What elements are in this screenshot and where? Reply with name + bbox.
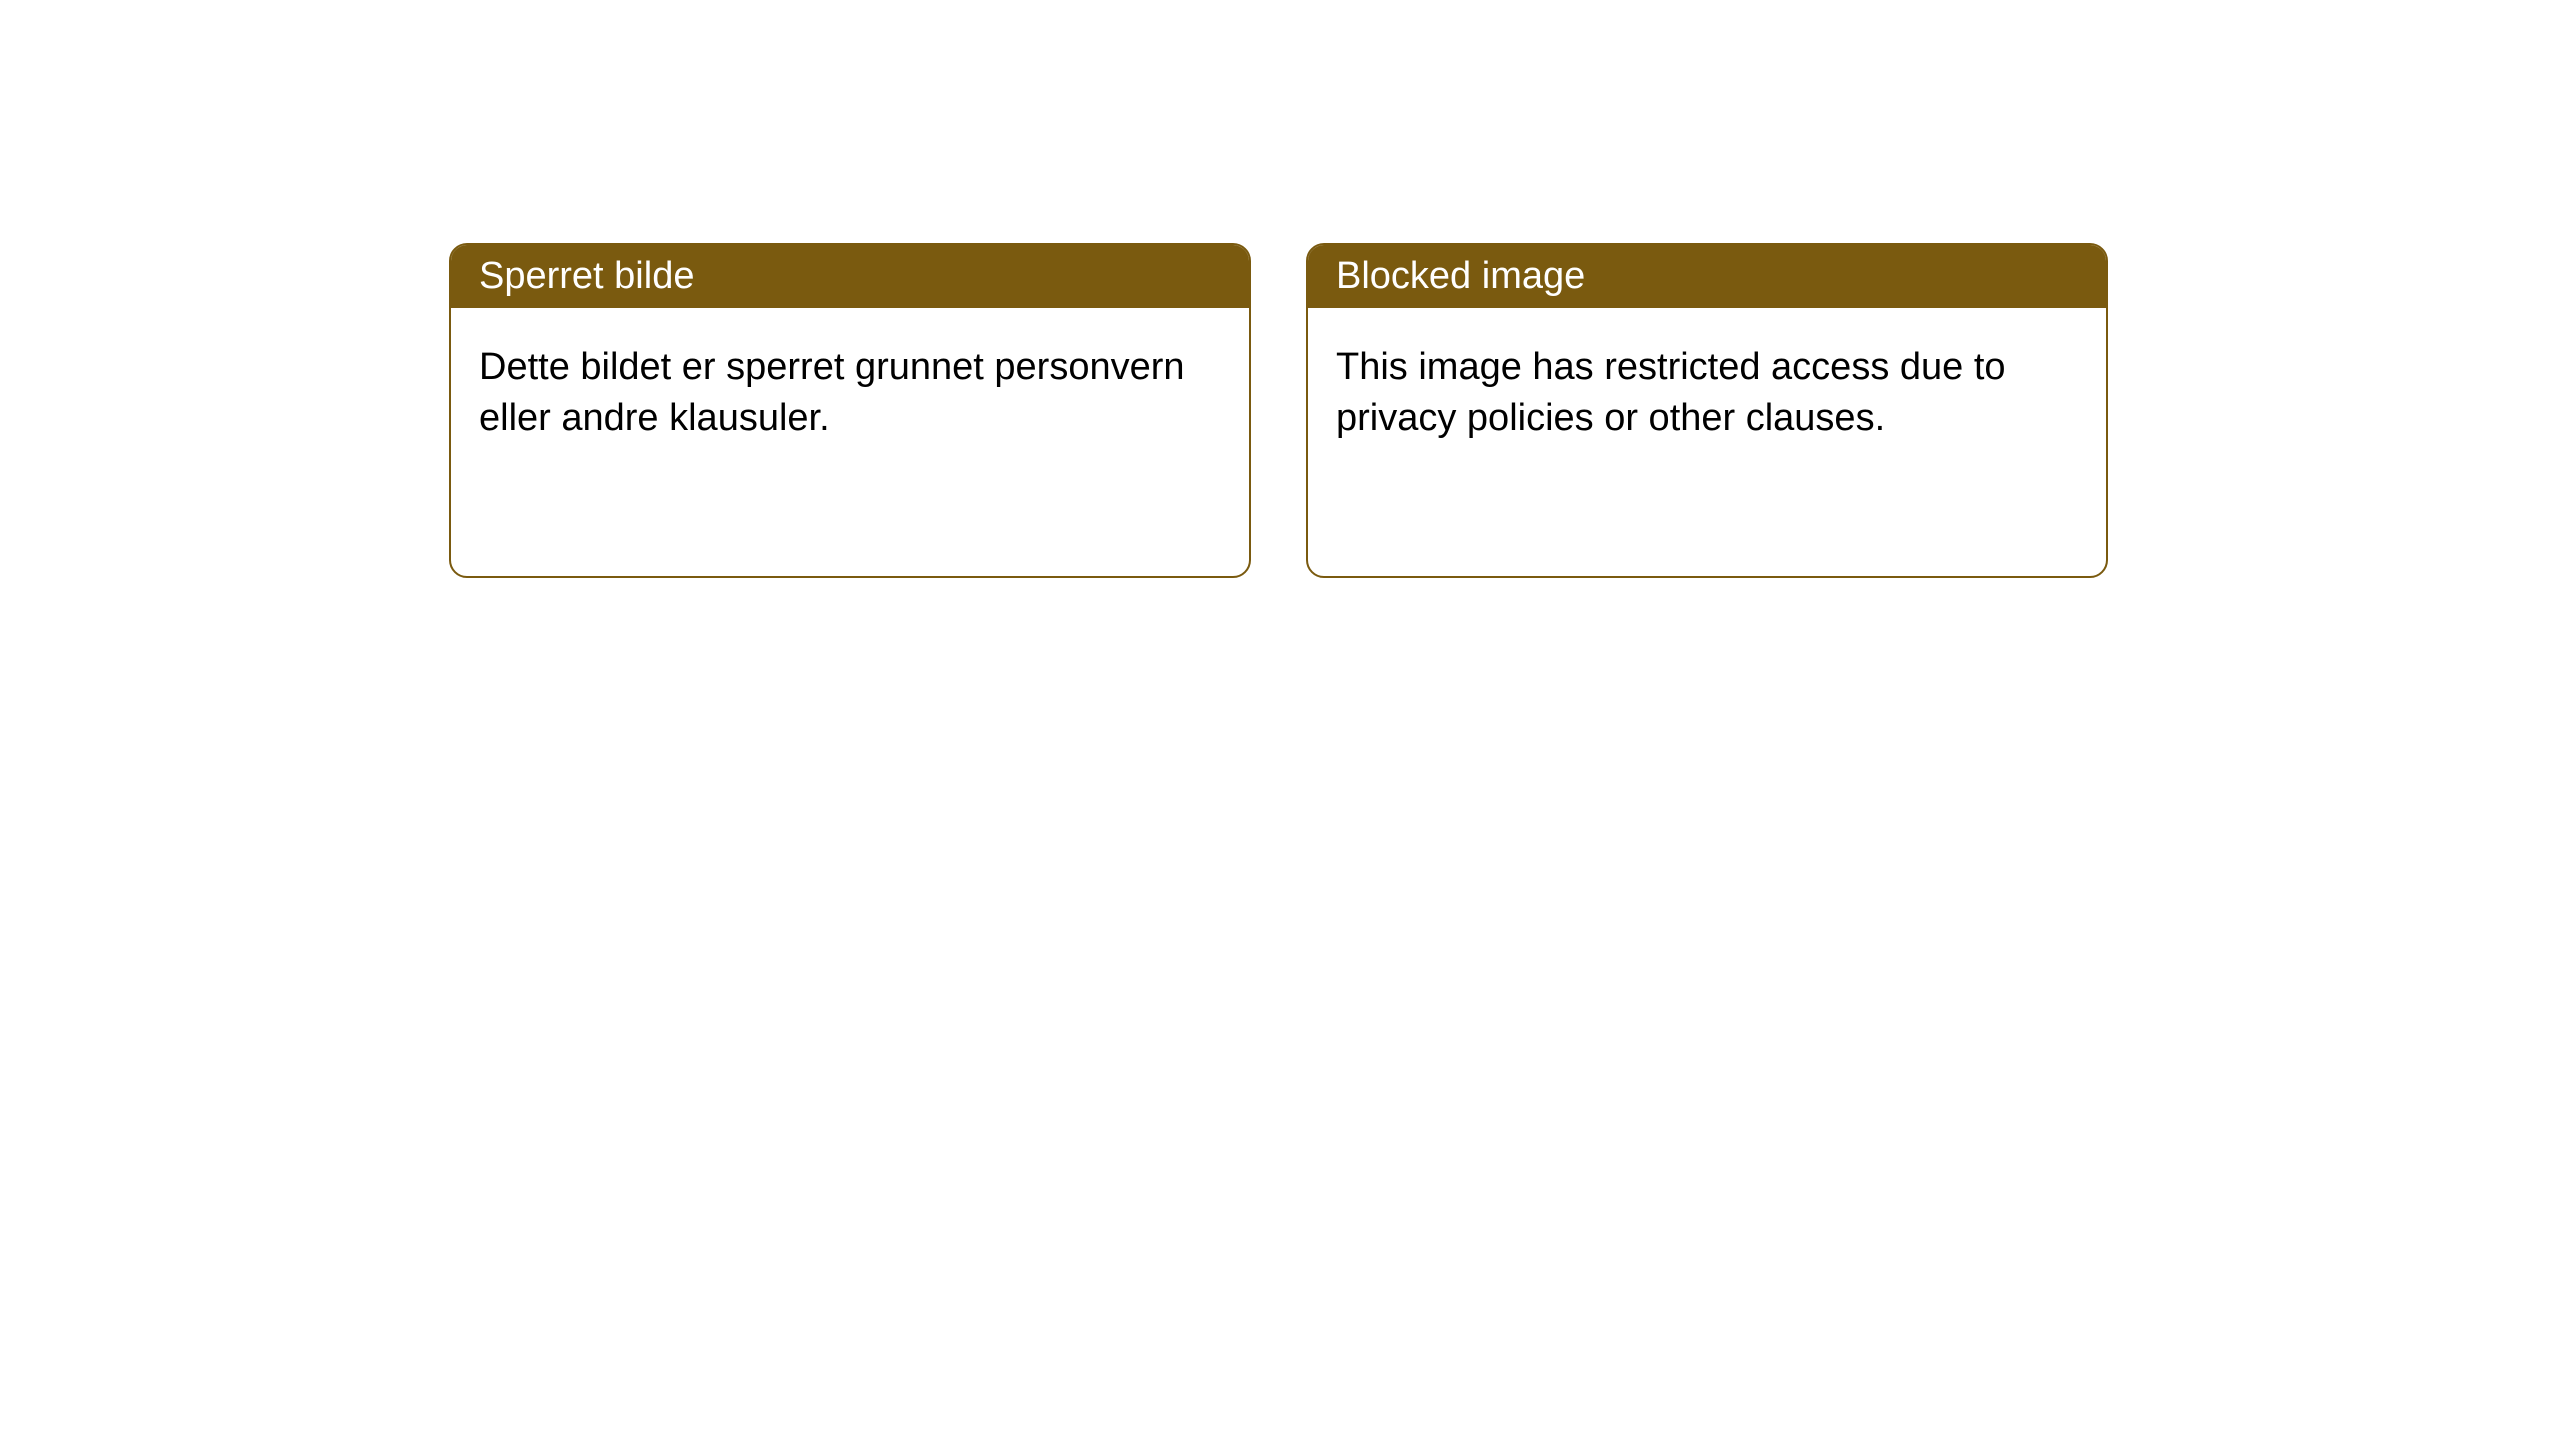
notice-card-norwegian: Sperret bilde Dette bildet er sperret gr… [449, 243, 1251, 578]
card-header: Blocked image [1308, 245, 2106, 308]
card-body: This image has restricted access due to … [1308, 308, 2106, 479]
notice-cards-container: Sperret bilde Dette bildet er sperret gr… [449, 243, 2560, 578]
notice-card-english: Blocked image This image has restricted … [1306, 243, 2108, 578]
card-body: Dette bildet er sperret grunnet personve… [451, 308, 1249, 479]
card-header: Sperret bilde [451, 245, 1249, 308]
